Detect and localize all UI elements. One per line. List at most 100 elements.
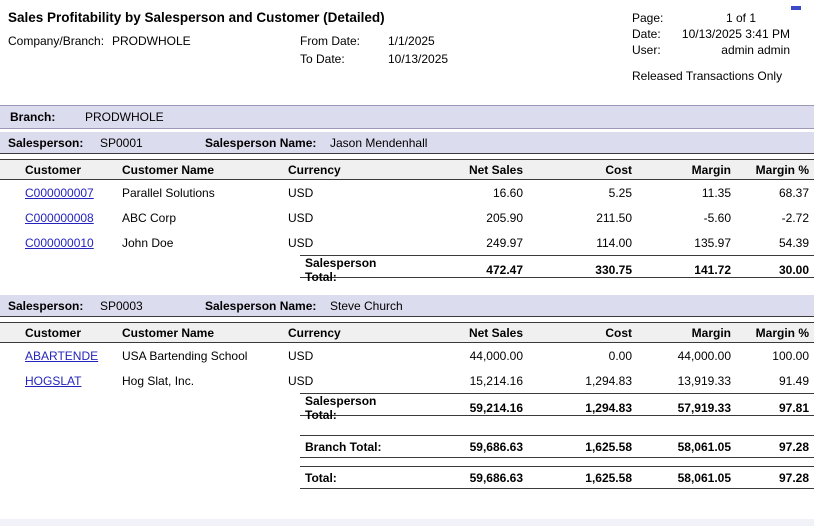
net-sales-cell: 15,214.16 (469, 373, 523, 388)
net-sales-cell: 44,000.00 (469, 348, 523, 363)
margin-pct-cell: 68.37 (778, 185, 809, 200)
total-margin: 141.72 (694, 263, 731, 277)
net-sales-cell: 249.97 (486, 235, 523, 250)
col-header-customer: Customer (25, 162, 82, 177)
scrollbar-thumb[interactable] (791, 6, 801, 10)
from-date-label: From Date: (300, 34, 361, 48)
salesperson-id: SP0003 (100, 299, 143, 313)
grand-total-margin: 58,061.05 (677, 470, 731, 485)
net-sales-cell: 205.90 (486, 210, 523, 225)
salesperson-id: SP0001 (100, 136, 143, 150)
currency-cell: USD (288, 235, 314, 250)
salesperson-band: Salesperson: SP0003 Salesperson Name: St… (0, 295, 814, 317)
total-margin: 57,919.33 (677, 401, 731, 415)
total-net-sales: 59,214.16 (469, 401, 523, 415)
col-header-currency: Currency (288, 162, 341, 177)
user-label: User: (632, 43, 661, 57)
salesperson-band: Salesperson: SP0001 Salesperson Name: Ja… (0, 132, 814, 154)
col-header-currency: Currency (288, 325, 341, 340)
net-sales-cell: 16.60 (492, 185, 523, 200)
table-header: Customer Customer Name Currency Net Sale… (0, 159, 814, 180)
customer-name-cell: Parallel Solutions (122, 185, 215, 200)
branch-value: PRODWHOLE (85, 110, 164, 124)
table-row: C000000008 ABC Corp USD 205.90 211.50 -5… (0, 205, 814, 230)
salesperson-name: Steve Church (330, 299, 403, 313)
col-header-customer-name: Customer Name (122, 162, 215, 177)
col-header-cost: Cost (605, 162, 632, 177)
col-header-margin-pct: Margin % (755, 325, 809, 340)
currency-cell: USD (288, 373, 314, 388)
cost-cell: 5.25 (608, 185, 632, 200)
customer-link[interactable]: C000000008 (25, 210, 94, 225)
col-header-cost: Cost (605, 325, 632, 340)
margin-cell: 135.97 (694, 235, 731, 250)
total-margin-pct: 30.00 (778, 263, 809, 277)
customer-name-cell: ABC Corp (122, 210, 177, 225)
branch-total-margin-pct: 97.28 (778, 439, 809, 454)
page-label: Page: (632, 11, 664, 25)
grand-total-row: Total: 59,686.63 1,625.58 58,061.05 97.2… (300, 466, 814, 489)
table-row: C000000010 John Doe USD 249.97 114.00 13… (0, 230, 814, 255)
col-header-customer: Customer (25, 325, 82, 340)
cost-cell: 0.00 (608, 348, 632, 363)
salesperson-label: Salesperson: (8, 299, 84, 313)
salesperson-label: Salesperson: (8, 136, 84, 150)
date-value: 10/13/2025 3:41 PM (681, 27, 790, 41)
to-date-label: To Date: (300, 52, 345, 66)
cost-cell: 1,294.83 (585, 373, 632, 388)
grand-total-label: Total: (305, 470, 337, 485)
margin-pct-cell: 54.39 (778, 235, 809, 250)
salesperson-total-row: Salesperson Total: 472.47 330.75 141.72 … (300, 255, 814, 284)
grand-total-net-sales: 59,686.63 (469, 470, 523, 485)
customer-link[interactable]: ABARTENDE (25, 348, 99, 363)
customer-name-cell: Hog Slat, Inc. (122, 373, 195, 388)
margin-cell: 44,000.00 (677, 348, 731, 363)
branch-band: Branch: PRODWHOLE (0, 105, 814, 129)
company-branch-value: PRODWHOLE (112, 34, 191, 48)
col-header-net-sales: Net Sales (468, 325, 523, 340)
margin-pct-cell: 100.00 (772, 348, 809, 363)
released-transactions-note: Released Transactions Only (632, 69, 783, 83)
margin-cell: 13,919.33 (677, 373, 731, 388)
col-header-customer-name: Customer Name (122, 325, 215, 340)
salesperson-total-label: Salesperson Total: (305, 394, 377, 422)
salesperson-total-row: Salesperson Total: 59,214.16 1,294.83 57… (300, 393, 814, 422)
from-date-value: 1/1/2025 (388, 34, 435, 48)
col-header-margin: Margin (691, 162, 731, 177)
col-header-margin: Margin (691, 325, 731, 340)
currency-cell: USD (288, 210, 314, 225)
total-cost: 330.75 (595, 263, 632, 277)
col-header-margin-pct: Margin % (755, 162, 809, 177)
branch-total-cost: 1,625.58 (585, 439, 632, 454)
margin-cell: 11.35 (701, 185, 731, 200)
page-value: 1 of 1 (725, 11, 756, 25)
branch-total-net-sales: 59,686.63 (469, 439, 523, 454)
table-row: C000000007 Parallel Solutions USD 16.60 … (0, 180, 814, 205)
customer-name-cell: John Doe (122, 235, 174, 250)
customer-link[interactable]: C000000010 (25, 235, 94, 250)
horizontal-scrollbar[interactable] (0, 519, 814, 526)
branch-label: Branch: (10, 110, 56, 124)
branch-total-row: Branch Total: 59,686.63 1,625.58 58,061.… (300, 435, 814, 458)
customer-link[interactable]: HOGSLAT (25, 373, 82, 388)
branch-total-margin: 58,061.05 (677, 439, 731, 454)
grand-total-margin-pct: 97.28 (778, 470, 809, 485)
margin-cell: -5.60 (703, 210, 731, 225)
report-header: Sales Profitability by Salesperson and C… (0, 0, 814, 105)
branch-total-label: Branch Total: (305, 439, 382, 454)
report-title: Sales Profitability by Salesperson and C… (8, 10, 385, 25)
salesperson-name: Jason Mendenhall (330, 136, 428, 150)
salesperson-name-label: Salesperson Name: (205, 299, 317, 313)
cost-cell: 114.00 (596, 235, 632, 250)
currency-cell: USD (288, 185, 314, 200)
customer-name-cell: USA Bartending School (122, 348, 248, 363)
salesperson-name-label: Salesperson Name: (205, 136, 317, 150)
customer-link[interactable]: C000000007 (25, 185, 94, 200)
total-margin-pct: 97.81 (778, 401, 809, 415)
user-value: admin admin (721, 43, 790, 57)
company-branch-label: Company/Branch: (8, 34, 105, 48)
table-row: ABARTENDE USA Bartending School USD 44,0… (0, 343, 814, 368)
to-date-value: 10/13/2025 (388, 52, 449, 66)
grand-total-cost: 1,625.58 (585, 470, 632, 485)
